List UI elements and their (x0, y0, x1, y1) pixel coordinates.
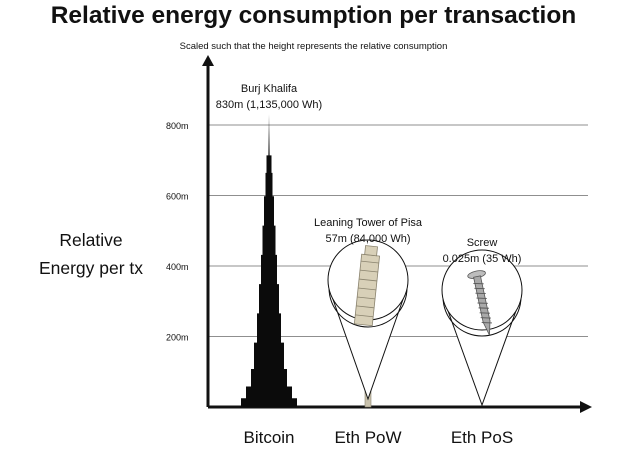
x-tick-label: Eth PoS (451, 428, 513, 447)
eth-pos-annotation-value: 0.025m (35 Wh) (443, 253, 522, 265)
pisa-tower-floor (355, 314, 374, 318)
screw-thread (476, 297, 487, 299)
eth-pow-annotation-value: 57m (84,000 Wh) (326, 233, 411, 245)
pisa-tower-top (364, 245, 378, 257)
y-axis-label-line-1: Relative (59, 230, 123, 250)
x-axis-arrow (580, 401, 592, 413)
screw-thread (481, 322, 493, 324)
pisa-callout (328, 287, 408, 401)
pisa-tower-floor (357, 296, 376, 300)
burj-khalifa-icon (241, 114, 297, 408)
y-axis-label-line-2: Energy per tx (38, 258, 144, 278)
eth-pow-annotation-name: Leaning Tower of Pisa (314, 217, 423, 229)
pisa-tower-floor (359, 269, 378, 273)
screw-thread (473, 282, 484, 285)
y-tick-label: 800m (166, 121, 189, 131)
y-tick-label: 600m (166, 192, 189, 202)
screw-thread (478, 307, 489, 309)
chart-title: Relative energy consumption per transact… (50, 2, 577, 29)
bitcoin-annotation-name: Burj Khalifa (241, 83, 298, 95)
y-axis-label: Relative Energy per tx (6, 226, 176, 282)
screw-icon (467, 270, 493, 336)
leaning-tower-of-pisa-icon (353, 245, 381, 327)
bitcoin-annotation-value: 830m (1,135,000 Wh) (216, 99, 322, 111)
y-tick-label: 400m (166, 262, 189, 272)
x-tick-label: Bitcoin (243, 428, 294, 447)
screw-callout (442, 296, 522, 407)
y-axis-arrow (202, 55, 214, 66)
screw-thread (477, 302, 488, 304)
screw-shank (473, 275, 491, 336)
screw-thread (474, 287, 485, 290)
screw-thread (479, 312, 490, 314)
x-tick-label: Eth PoW (334, 428, 401, 447)
pisa-tower-floor (356, 305, 375, 309)
chart-subtitle: Scaled such that the height represents t… (179, 41, 448, 52)
pisa-tower-floor (358, 287, 377, 291)
pisa-tower-floor (360, 260, 379, 264)
screw-thread (475, 292, 486, 295)
y-tick-label: 200m (166, 333, 189, 343)
eth-pos-annotation-name: Screw (467, 237, 498, 249)
screw-thread (480, 317, 491, 319)
pisa-tower-floor (359, 278, 377, 282)
